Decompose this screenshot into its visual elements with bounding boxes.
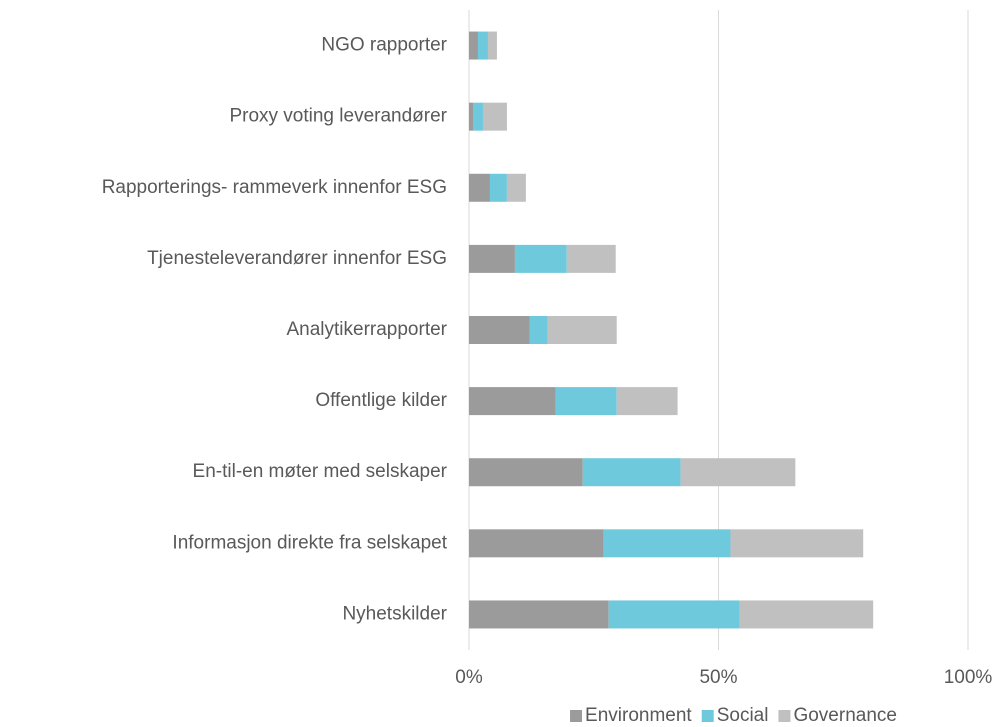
y-tick-label: En-til-en møter med selskaper	[193, 461, 448, 482]
bar-segment	[529, 316, 548, 344]
bar-segment	[477, 31, 488, 60]
bar-segment	[555, 387, 617, 416]
bar-segment	[582, 458, 681, 487]
legend-swatch	[701, 710, 714, 722]
legend-swatch	[778, 710, 791, 722]
bar-segment	[680, 458, 796, 487]
bar-segment	[469, 31, 478, 60]
bar-segment	[469, 102, 473, 131]
bar-segment	[469, 458, 583, 487]
bar-segment	[487, 31, 497, 60]
legend-label: Environment	[585, 705, 692, 726]
y-tick-label: NGO rapporter	[321, 35, 447, 56]
x-tick-label: 100%	[944, 667, 993, 688]
bar-segment	[730, 529, 864, 558]
bar-segment	[514, 244, 567, 273]
bar-segment	[469, 387, 556, 416]
y-tick-label: Tjenesteleverandører innenfor ESG	[147, 248, 447, 269]
bar-segment	[469, 600, 609, 629]
bar-segment	[616, 387, 678, 416]
legend-swatch	[570, 710, 583, 722]
y-tick-label: Analytikerrapporter	[286, 319, 447, 340]
y-tick-label: Offentlige kilder	[315, 390, 447, 411]
y-tick-label: Informasjon direkte fra selskapet	[172, 532, 447, 553]
bar-segment	[469, 529, 604, 558]
x-tick-label: 0%	[455, 667, 483, 688]
bar-segment	[482, 102, 507, 131]
y-tick-label: Proxy voting leverandører	[229, 106, 447, 127]
bar-segment	[608, 600, 740, 629]
bar-segment	[566, 244, 616, 273]
bar-segment	[472, 102, 483, 131]
legend-label: Governance	[793, 705, 897, 726]
bar-segment	[739, 600, 874, 629]
bar-segment	[469, 316, 530, 344]
y-tick-label: Nyhetskilder	[342, 603, 447, 624]
bar-segment	[469, 173, 490, 202]
bar-segment	[489, 173, 507, 202]
y-tick-label: Rapporterings- rammeverk innenfor ESG	[102, 177, 447, 198]
bar-segment	[547, 316, 617, 344]
x-tick-label: 50%	[699, 667, 737, 688]
bar-segment	[506, 173, 526, 202]
legend-label: Social	[717, 705, 769, 726]
bar-segment	[603, 529, 731, 558]
bar-segment	[469, 244, 515, 273]
